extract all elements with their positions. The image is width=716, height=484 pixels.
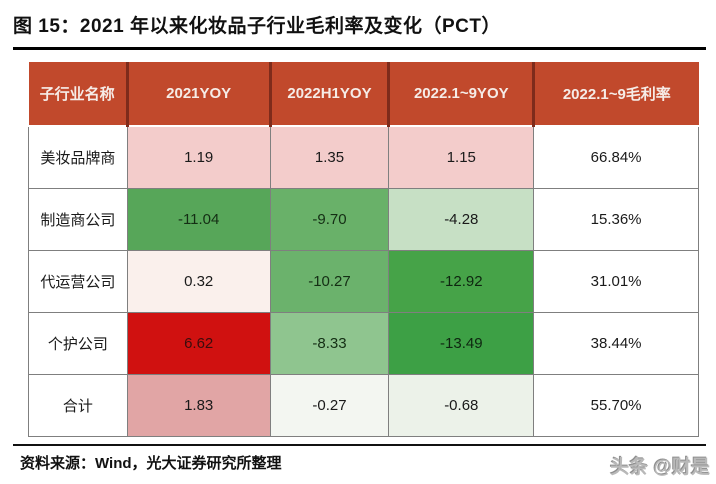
heatmap-cell: -8.33 (269, 312, 390, 375)
table-row: 合计 1.83 -0.27 -0.68 55.70% (28, 374, 699, 437)
row-label: 美妆品牌商 (28, 125, 128, 189)
heatmap-cell: -10.27 (269, 250, 390, 313)
col-header-2021yoy: 2021YOY (125, 62, 271, 127)
table-row: 个护公司 6.62 -8.33 -13.49 38.44% (28, 312, 699, 375)
heatmap-cell: -12.92 (388, 250, 535, 313)
heatmap-cell: 0.32 (126, 250, 271, 313)
heatmap-cell: 1.19 (126, 125, 271, 189)
heatmap-table: 子行业名称 2021YOY 2022H1YOY 2022.1~9YOY 2022… (28, 62, 699, 437)
table-row: 美妆品牌商 1.19 1.35 1.15 66.84% (28, 125, 699, 189)
col-header-2022-1-9-margin: 2022.1~9毛利率 (532, 62, 699, 127)
row-label: 合计 (28, 374, 128, 437)
margin-cell: 55.70% (533, 374, 699, 437)
margin-cell: 38.44% (533, 312, 699, 375)
heatmap-cell: -0.68 (388, 374, 535, 437)
row-label: 制造商公司 (28, 188, 128, 251)
figure-title: 图 15：2021 年以来化妆品子行业毛利率及变化（PCT） (13, 16, 501, 37)
col-header-2022-1-9yoy: 2022.1~9YOY (387, 62, 534, 127)
heatmap-cell: 1.15 (388, 125, 535, 189)
col-header-subindustry: 子行业名称 (28, 62, 128, 127)
col-header-2022h1yoy: 2022H1YOY (268, 62, 389, 127)
heatmap-cell: -13.49 (388, 312, 535, 375)
heatmap-cell: 1.35 (269, 125, 390, 189)
table-row: 代运营公司 0.32 -10.27 -12.92 31.01% (28, 250, 699, 313)
heatmap-cell: 1.83 (126, 374, 271, 437)
heatmap-cell: -9.70 (269, 188, 390, 251)
data-source-note: 资料来源：Wind，光大证券研究所整理 (20, 455, 282, 472)
title-divider-line (13, 47, 706, 50)
gross-margin-table: 子行业名称 2021YOY 2022H1YOY 2022.1~9YOY 2022… (28, 62, 699, 437)
heatmap-cell: -0.27 (269, 374, 390, 437)
row-label: 个护公司 (28, 312, 128, 375)
margin-cell: 66.84% (533, 125, 699, 189)
toutiao-watermark: 头条 @财是 (610, 457, 710, 478)
table-row: 制造商公司 -11.04 -9.70 -4.28 15.36% (28, 188, 699, 251)
heatmap-cell: -11.04 (126, 188, 271, 251)
row-label: 代运营公司 (28, 250, 128, 313)
table-header: 子行业名称 2021YOY 2022H1YOY 2022.1~9YOY 2022… (28, 62, 699, 127)
heatmap-cell: 6.62 (126, 312, 271, 375)
footer-divider-line (13, 444, 706, 446)
margin-cell: 15.36% (533, 188, 699, 251)
heatmap-cell: -4.28 (388, 188, 535, 251)
margin-cell: 31.01% (533, 250, 699, 313)
